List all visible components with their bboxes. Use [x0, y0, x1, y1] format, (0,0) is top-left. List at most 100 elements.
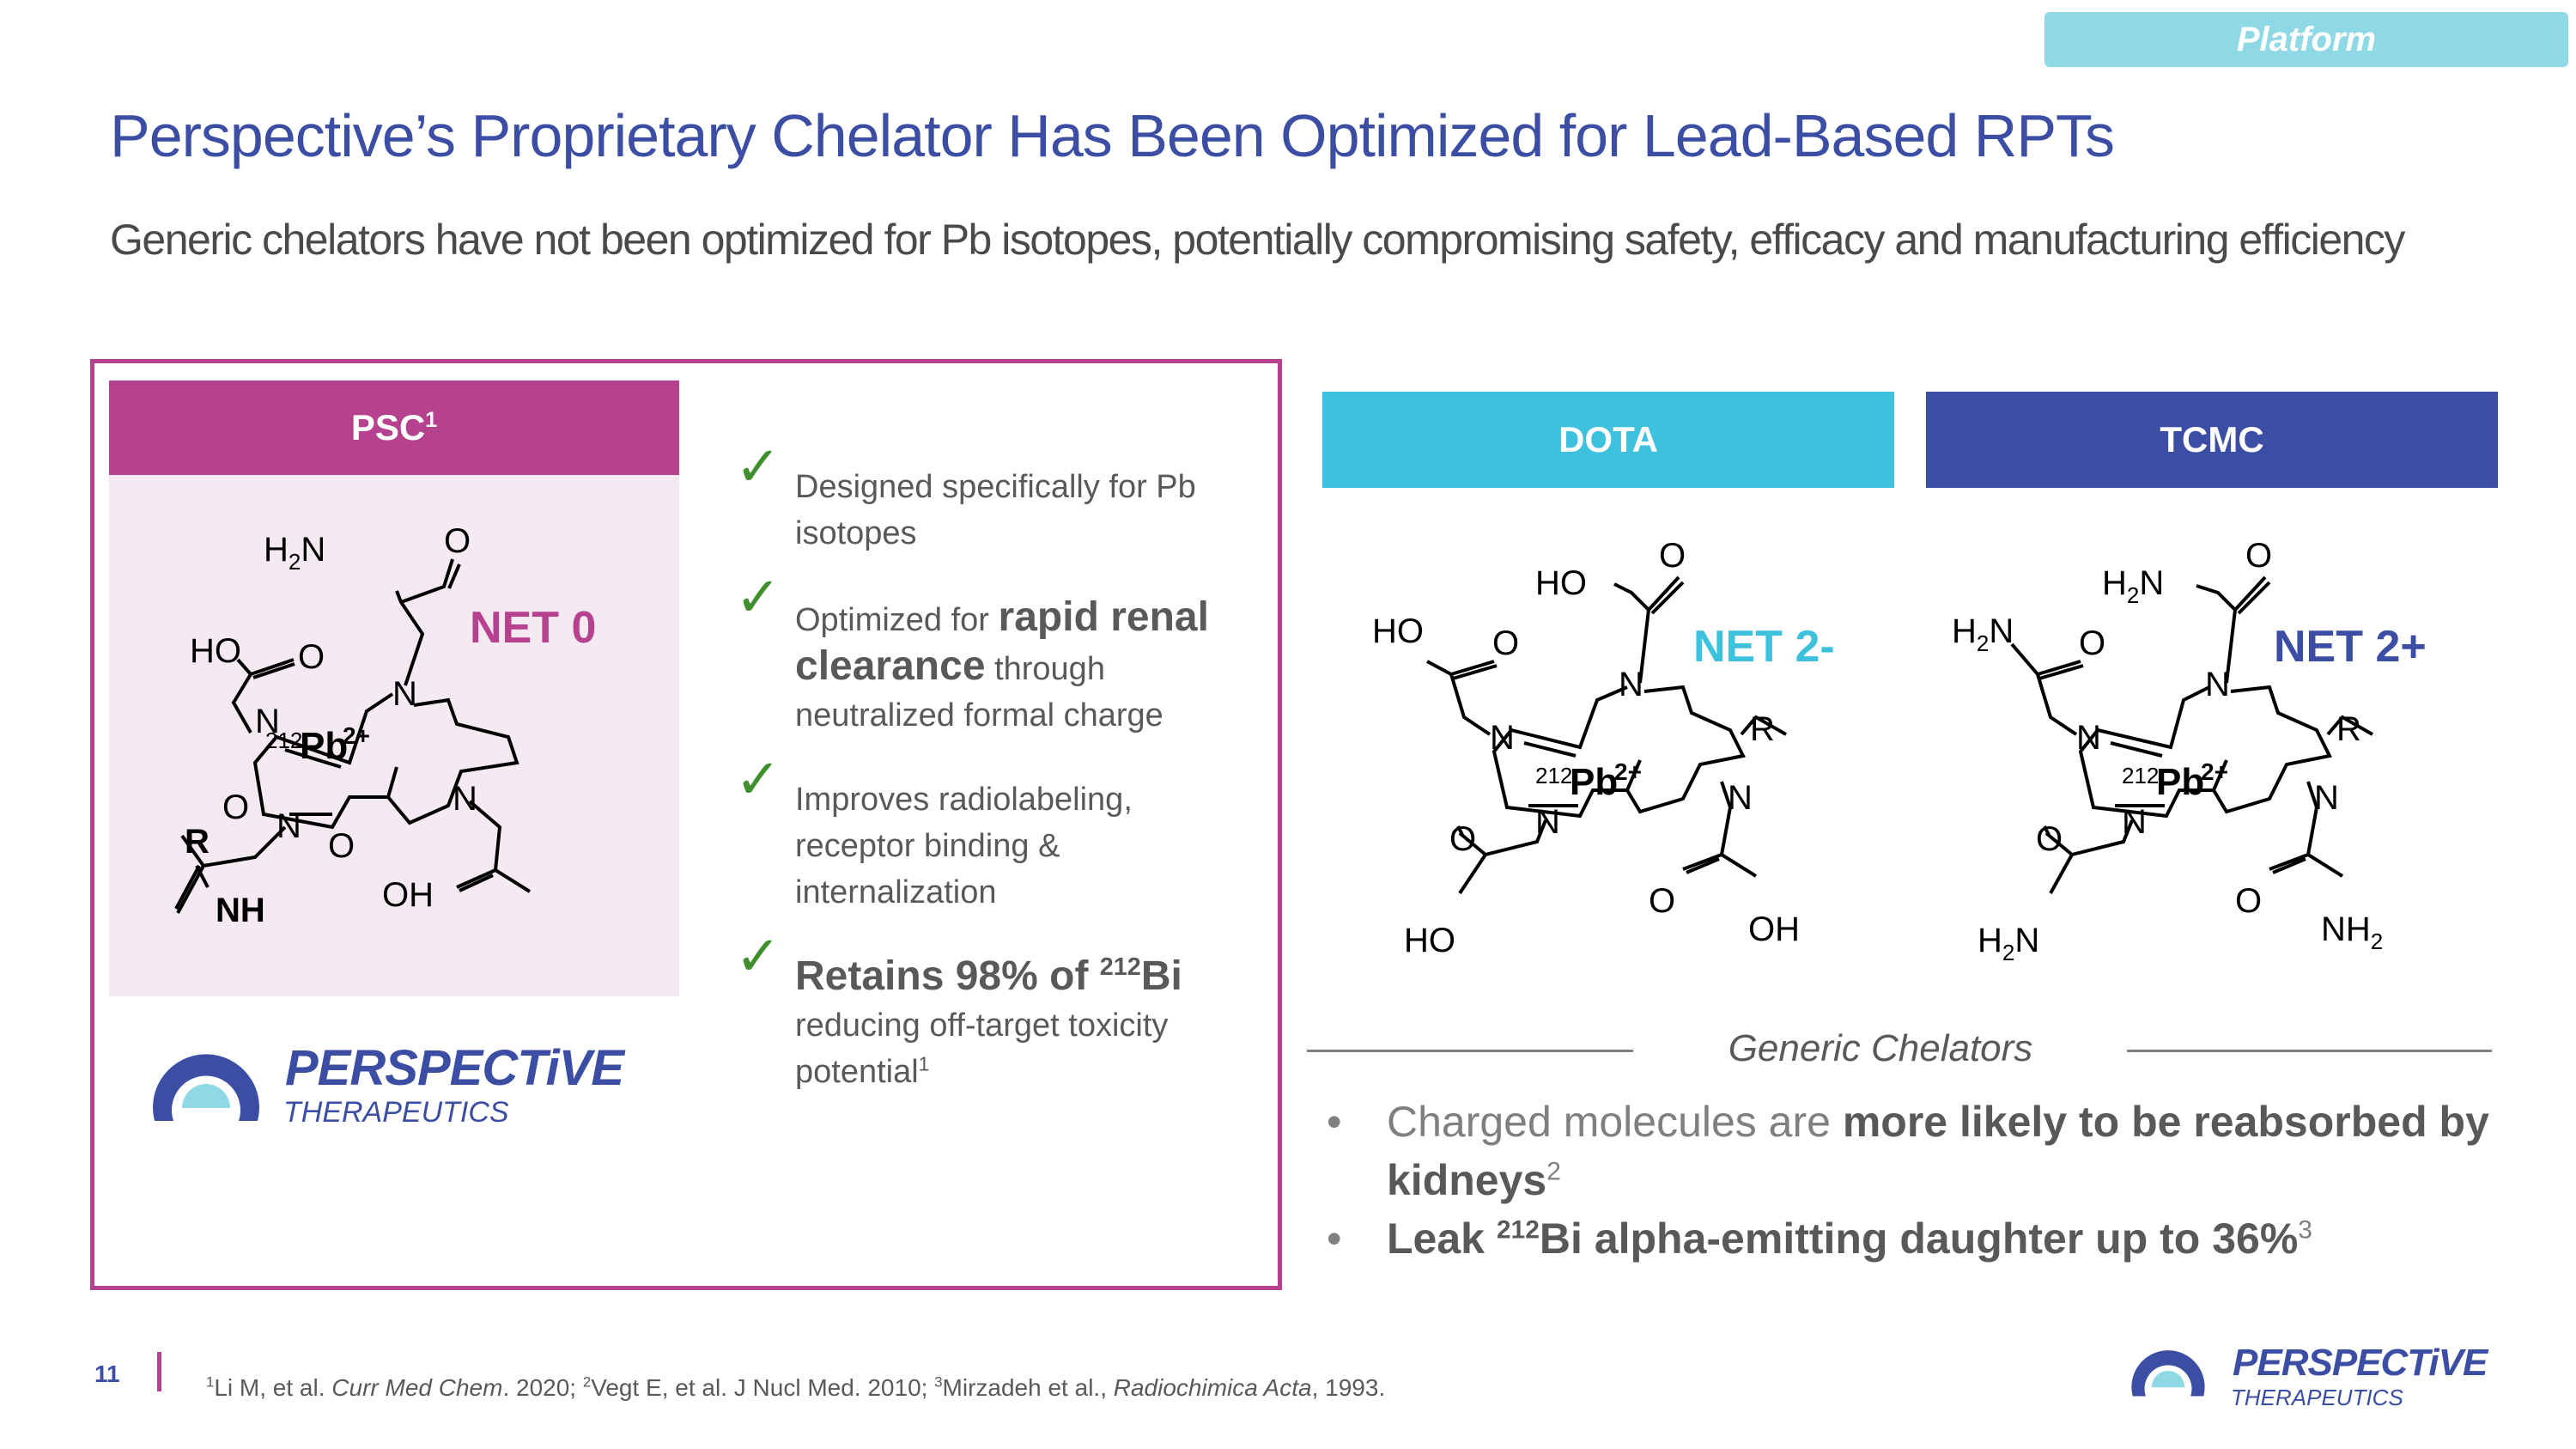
bullet-icon: •: [1327, 1215, 1342, 1263]
footer-logo-subtitle: THERAPEUTICS: [2231, 1385, 2403, 1410]
bullet-isotope-sup: 212: [1496, 1215, 1540, 1245]
logo-subtitle: THERAPEUTICS: [283, 1096, 509, 1129]
svg-text:N: N: [1490, 719, 1515, 757]
dota-ion-mass: 212: [1535, 763, 1572, 788]
svg-text:N: N: [1535, 803, 1560, 841]
tcmc-header: TCMC: [1926, 392, 2498, 488]
svg-text:O: O: [1449, 820, 1476, 858]
dota-header: DOTA: [1322, 392, 1894, 488]
bullet-highlight-tail: Bi alpha-emitting daughter up to 36%: [1539, 1215, 2299, 1263]
svg-text:N: N: [255, 703, 280, 740]
svg-text:H2N: H2N: [264, 531, 325, 575]
tcmc-ion-charge: 2+: [2201, 758, 2228, 785]
ref-text: Mirzadeh et al.,: [942, 1374, 1114, 1401]
benefit-highlight: rapid renal clearance: [795, 594, 1209, 689]
ref-sup: 3: [934, 1373, 943, 1391]
svg-text:N: N: [276, 807, 301, 845]
tcmc-ion: Pb: [2156, 761, 2204, 803]
ref-journal: Radiochimica Acta: [1113, 1374, 1312, 1401]
psc-header-label: PSC: [350, 407, 426, 447]
svg-text:R: R: [1750, 710, 1775, 748]
psc-molecule: H2N O HO O N N N N O R NH O OH 212 Pb 2+…: [174, 522, 596, 929]
psc-ion: Pb: [300, 725, 348, 767]
benefit-item: ✓ Optimized for rapid renal clearance th…: [735, 569, 1250, 739]
svg-text:O: O: [2079, 624, 2105, 662]
checkmark-icon: ✓: [735, 566, 781, 628]
dota-net-charge: NET 2-: [1693, 622, 1835, 672]
svg-text:N: N: [2076, 719, 2101, 757]
svg-text:OH: OH: [382, 876, 434, 914]
dota-ion-charge: 2+: [1614, 758, 1642, 785]
ref-journal: Curr Med Chem: [331, 1374, 503, 1401]
benefit-item: ✓ Designed specifically for Pb isotopes: [735, 439, 1250, 557]
svg-text:O: O: [1492, 624, 1519, 662]
benefit-isotope-sup: 212: [1099, 953, 1141, 981]
svg-text:N: N: [2314, 779, 2339, 817]
psc-ion-charge: 2+: [343, 722, 370, 749]
svg-text:HO: HO: [1535, 564, 1587, 602]
divider-right: [2127, 1050, 2492, 1052]
benefit-text: reducing off-target toxicity potential: [795, 1008, 1169, 1090]
svg-text:O: O: [2036, 820, 2063, 858]
footer-references: 1Li M, et al. Curr Med Chem. 2020; 2Vegt…: [206, 1374, 1385, 1402]
page-title: Perspective’s Proprietary Chelator Has B…: [110, 102, 2115, 169]
svg-text:O: O: [1649, 882, 1675, 920]
checkmark-icon: ✓: [735, 925, 781, 987]
ref-sup: 1: [206, 1373, 215, 1391]
benefit-text: Optimized for: [795, 602, 999, 638]
bullet-item: • Charged molecules are more likely to b…: [1327, 1093, 2529, 1209]
svg-text:H2N: H2N: [1952, 612, 2014, 656]
svg-text:HO: HO: [1404, 922, 1455, 959]
svg-text:R: R: [185, 823, 210, 861]
footer-logo-wordmark: PERSPECTiVE: [2233, 1342, 2488, 1384]
bullet-text: Charged molecules are: [1387, 1098, 1843, 1146]
tcmc-ion-mass: 212: [2122, 763, 2159, 788]
bullet-item: • Leak 212Bi alpha-emitting daughter up …: [1327, 1209, 2529, 1268]
svg-text:NH: NH: [216, 892, 265, 929]
bullet-ref-sup: 3: [2298, 1215, 2312, 1245]
bullet-highlight: more likely to be reabsorbed by kidneys: [1387, 1098, 2489, 1204]
svg-text:O: O: [2245, 537, 2272, 575]
benefit-item: ✓ Improves radiolabeling, receptor bindi…: [735, 752, 1250, 916]
benefit-ref-sup: 1: [918, 1052, 930, 1075]
psc-header-sup: 1: [425, 408, 438, 432]
dota-molecule: HO O HO O N N R N N O HO O OH 212 Pb 2+ …: [1372, 537, 1835, 959]
logo-wordmark: PERSPECTiVE: [285, 1040, 624, 1096]
checkmark-icon: ✓: [735, 748, 781, 810]
dota-ion: Pb: [1570, 761, 1618, 803]
benefit-highlight-tail: Bi: [1140, 953, 1182, 999]
psc-net-charge: NET 0: [470, 603, 596, 653]
svg-text:O: O: [2235, 882, 2262, 920]
benefit-text: Designed specifically for Pb isotopes: [795, 469, 1196, 551]
ref-text: Vegt E, et al. J Nucl Med. 2010;: [591, 1374, 935, 1401]
ref-text: Li M, et al.: [214, 1374, 332, 1401]
svg-text:R: R: [2336, 710, 2361, 748]
psc-structure-area: [109, 475, 679, 996]
bullet-icon: •: [1327, 1098, 1342, 1146]
footer-logo-icon: [2131, 1350, 2205, 1397]
ref-text-tail: . 2020;: [502, 1374, 583, 1401]
generic-chelator-bullets: • Charged molecules are more likely to b…: [1327, 1093, 2529, 1268]
platform-tag: Platform: [2044, 12, 2568, 67]
svg-text:O: O: [298, 638, 325, 676]
svg-text:O: O: [444, 522, 471, 560]
svg-text:H2N: H2N: [2102, 564, 2164, 608]
svg-text:O: O: [1659, 537, 1686, 575]
benefit-text: Improves radiolabeling, receptor binding…: [795, 782, 1133, 910]
svg-text:N: N: [453, 780, 477, 818]
benefit-text-tail: through neutralized formal charge: [795, 651, 1163, 734]
svg-text:H2N: H2N: [1978, 922, 2039, 965]
perspective-logo-icon: [153, 1054, 259, 1121]
psc-benefits-list: ✓ Designed specifically for Pb isotopes …: [735, 439, 1250, 1133]
svg-text:O: O: [328, 827, 355, 865]
svg-text:N: N: [2205, 666, 2230, 703]
checkmark-icon: ✓: [735, 435, 781, 497]
benefit-highlight: Retains 98% of: [795, 953, 1100, 999]
generic-chelators-label: Generic Chelators: [1728, 1027, 2033, 1069]
bullet-highlight: Leak: [1387, 1215, 1497, 1263]
ref-text-tail: , 1993.: [1311, 1374, 1386, 1401]
svg-text:N: N: [392, 675, 417, 713]
tcmc-net-charge: NET 2+: [2274, 622, 2427, 672]
benefit-item: ✓ Retains 98% of 212Bi reducing off-targ…: [735, 928, 1250, 1095]
page-number: 11: [94, 1361, 120, 1387]
